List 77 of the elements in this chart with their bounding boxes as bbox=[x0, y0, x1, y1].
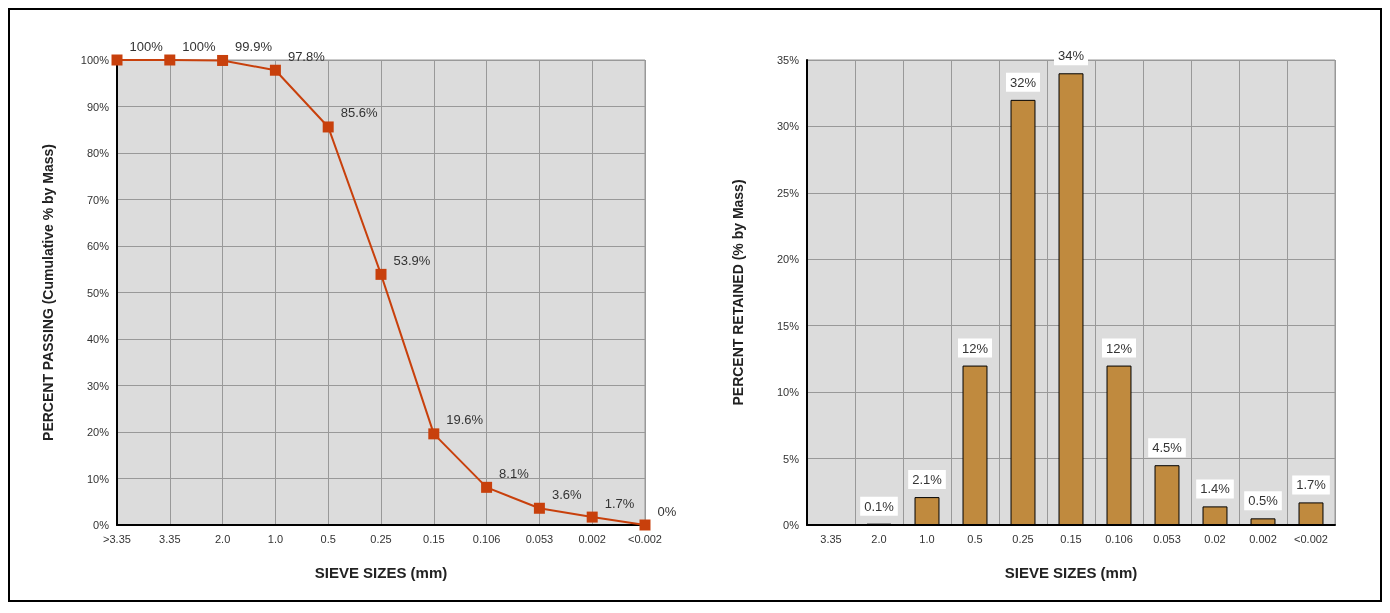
x-tick-label: <0.002 bbox=[628, 532, 662, 545]
x-tick-label: 0.002 bbox=[578, 532, 606, 545]
point bbox=[269, 64, 281, 76]
x-tick-label: <0.002 bbox=[1294, 532, 1328, 545]
point bbox=[533, 502, 545, 514]
x-tick-label: 3.35 bbox=[820, 532, 842, 545]
y-tick-label: 100% bbox=[80, 54, 110, 66]
data-label: 8.1% bbox=[499, 465, 530, 481]
data-label: 3.6% bbox=[551, 486, 582, 502]
x-tick-label: >3.35 bbox=[103, 532, 131, 545]
data-label: 99.9% bbox=[235, 38, 273, 54]
y-tick-label: 50% bbox=[86, 286, 110, 299]
x-tick-label: 0.053 bbox=[1153, 532, 1181, 545]
x-tick-label: 3.35 bbox=[159, 532, 181, 545]
data-label: 34% bbox=[1057, 48, 1085, 64]
y-tick-label: 20% bbox=[86, 426, 110, 438]
y-tick-label: 35% bbox=[776, 54, 800, 66]
x-tick-label: 1.0 bbox=[267, 532, 284, 545]
data-label: 2.1% bbox=[912, 472, 943, 488]
y-axis-title: PERCENT PASSING (Cumulative % by Mass) bbox=[40, 144, 56, 441]
data-label: 0.1% bbox=[864, 498, 895, 514]
data-label: 97.8% bbox=[287, 48, 326, 64]
point bbox=[428, 428, 440, 440]
data-label: 12% bbox=[1105, 340, 1133, 356]
x-tick-label: 1.0 bbox=[919, 532, 935, 545]
point bbox=[481, 481, 493, 493]
data-label: 1.7% bbox=[604, 495, 635, 511]
x-tick-label: 2.0 bbox=[214, 532, 231, 545]
y-tick-label: 5% bbox=[783, 452, 800, 465]
data-label: 85.6% bbox=[340, 105, 378, 121]
data-label: 100% bbox=[182, 38, 216, 54]
point bbox=[375, 268, 387, 280]
data-label: 4.5% bbox=[1152, 440, 1183, 456]
x-tick-label: 0.5 bbox=[320, 532, 336, 545]
data-label: 0% bbox=[657, 503, 677, 519]
x-tick-label: 0.106 bbox=[1105, 532, 1133, 545]
point bbox=[586, 511, 598, 523]
y-tick-label: 40% bbox=[86, 333, 110, 345]
x-tick-label: 2.0 bbox=[871, 532, 887, 545]
point bbox=[111, 54, 123, 66]
y-tick-label: 30% bbox=[776, 120, 800, 133]
y-tick-label: 90% bbox=[86, 100, 110, 113]
y-tick-label: 30% bbox=[86, 379, 110, 392]
y-tick-label: 60% bbox=[86, 240, 110, 252]
y-tick-label: 25% bbox=[776, 186, 800, 199]
y-tick-label: 10% bbox=[776, 386, 800, 399]
data-label: 53.9% bbox=[393, 252, 431, 268]
y-tick-label: 0% bbox=[93, 519, 110, 531]
point bbox=[217, 54, 229, 66]
y-tick-label: 70% bbox=[86, 193, 110, 206]
x-axis-title: SIEVE SIZES (mm) bbox=[314, 564, 448, 581]
data-label: 0.5% bbox=[1248, 493, 1279, 509]
x-tick-label: 0.15 bbox=[1060, 532, 1082, 545]
data-label: 32% bbox=[1009, 74, 1037, 90]
data-label: 1.4% bbox=[1200, 481, 1231, 497]
x-tick-label: 0.02 bbox=[1204, 532, 1226, 545]
y-tick-label: 15% bbox=[776, 319, 800, 332]
y-tick-label: 80% bbox=[86, 147, 110, 159]
x-tick-label: 0.053 bbox=[525, 532, 554, 545]
y-tick-label: 10% bbox=[86, 472, 110, 485]
point bbox=[164, 54, 176, 66]
x-axis-title: SIEVE SIZES (mm) bbox=[1004, 564, 1138, 581]
x-tick-label: 0.5 bbox=[967, 532, 983, 545]
x-tick-label: 0.106 bbox=[472, 532, 501, 545]
x-tick-label: 0.25 bbox=[1012, 532, 1034, 545]
y-tick-label: 0% bbox=[783, 519, 800, 531]
point bbox=[639, 519, 651, 531]
data-label: 100% bbox=[129, 38, 164, 54]
data-label: 12% bbox=[961, 340, 989, 356]
point bbox=[322, 121, 334, 133]
data-label: 19.6% bbox=[446, 412, 484, 428]
y-axis-title: PERCENT RETAINED (% by Mass) bbox=[730, 179, 746, 406]
x-tick-label: 0.15 bbox=[423, 532, 445, 545]
data-label: 1.7% bbox=[1296, 477, 1327, 493]
x-tick-label: 0.002 bbox=[1249, 532, 1277, 545]
x-tick-label: 0.25 bbox=[370, 532, 392, 545]
y-tick-label: 20% bbox=[776, 253, 800, 266]
